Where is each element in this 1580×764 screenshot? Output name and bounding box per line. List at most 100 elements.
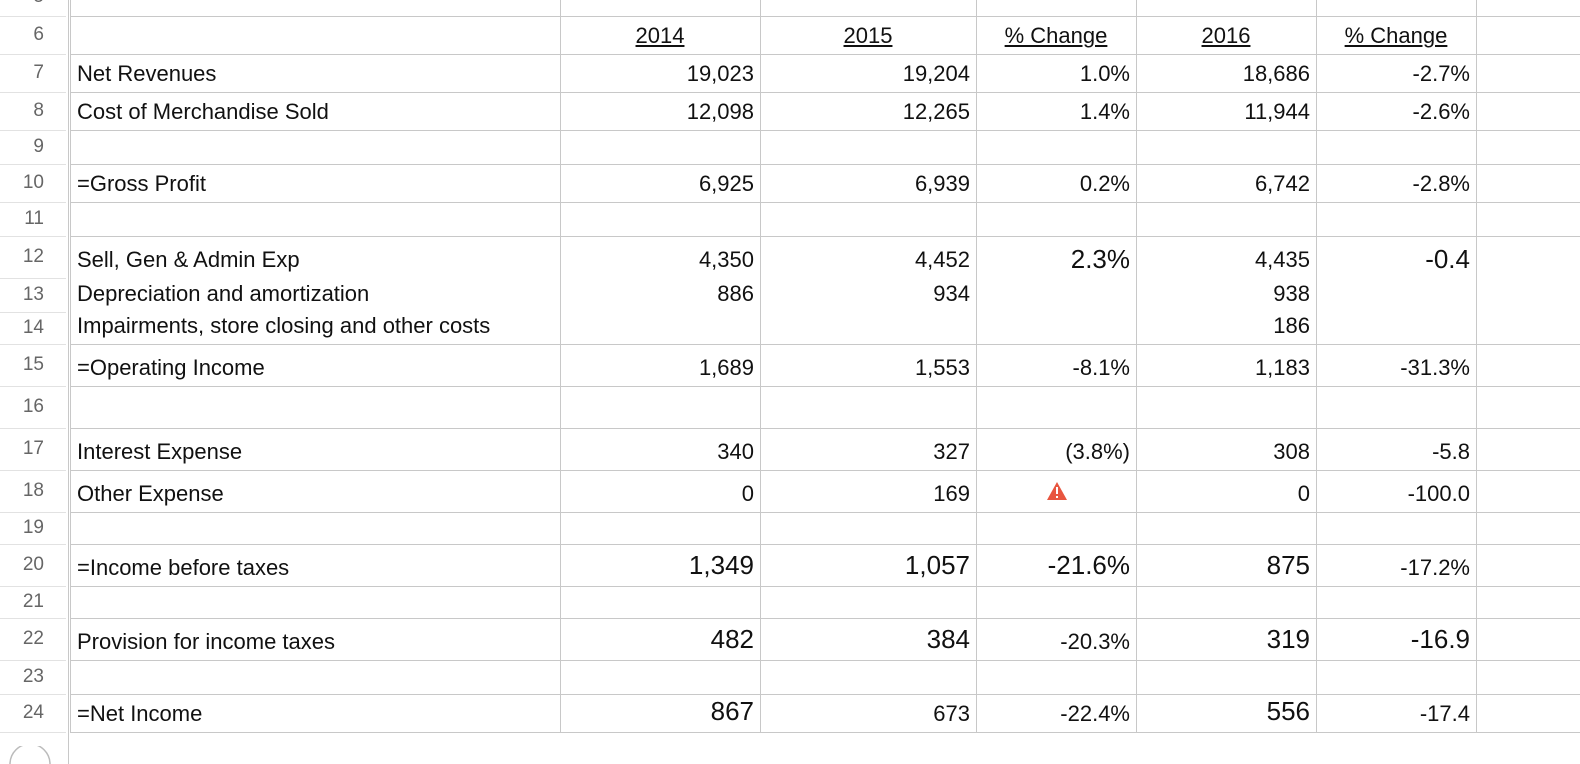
row-number: 10 (22, 172, 44, 193)
value-cell: -8.1% (1072, 355, 1130, 380)
value-cell: 1.4% (1079, 99, 1130, 124)
value-cell: 875 (1266, 550, 1310, 580)
grid-line (1316, 0, 1317, 733)
value-cell: 319 (1266, 624, 1310, 654)
value-cell: 12,098 (686, 99, 754, 124)
grid-line (70, 92, 1580, 93)
row-number: 17 (22, 438, 44, 459)
row-label: =Operating Income (77, 355, 265, 380)
row-header-line (0, 694, 66, 695)
value-cell: -5.8 (1432, 439, 1470, 464)
row-number: 11 (24, 208, 44, 229)
column-header: 2015 (843, 23, 893, 48)
value-cell: 4,350 (698, 247, 754, 272)
value-cell: 938 (1273, 281, 1310, 306)
value-cell: 6,939 (914, 171, 970, 196)
row-header-line (0, 92, 66, 93)
value-cell: -21.6% (1047, 550, 1130, 580)
grid-line (70, 544, 1580, 545)
row-header-line (0, 544, 66, 545)
value-cell: 1,183 (1254, 355, 1310, 380)
row-number: 22 (22, 628, 44, 649)
row-number: 20 (22, 554, 44, 575)
row-number: 23 (22, 666, 44, 687)
grid-line (1476, 0, 1477, 733)
row-number: 13 (22, 284, 44, 305)
row-number: 24 (22, 702, 44, 723)
row-number: 8 (33, 100, 44, 121)
grid-line (70, 470, 1580, 471)
row-header-border (68, 0, 69, 764)
row-header-line (0, 344, 66, 345)
row-label: Sell, Gen & Admin Exp (77, 247, 300, 272)
row-label: =Income before taxes (77, 555, 290, 580)
value-cell: 673 (933, 701, 970, 726)
row-label: Provision for income taxes (77, 629, 335, 654)
row-number: 16 (22, 396, 44, 417)
value-cell: 4,435 (1254, 247, 1310, 272)
value-cell: 6,925 (698, 171, 754, 196)
sheet-tab-corner[interactable] (8, 746, 52, 764)
grid-line (70, 512, 1580, 513)
value-cell: -2.7% (1412, 61, 1470, 86)
grid-line (976, 0, 977, 733)
row-label: Net Revenues (77, 61, 217, 86)
value-cell: 6,742 (1254, 171, 1310, 196)
row-number: 12 (22, 246, 44, 267)
value-cell: 1,689 (698, 355, 754, 380)
row-label: =Net Income (77, 701, 203, 726)
value-cell: 1,553 (914, 355, 970, 380)
grid-line (70, 428, 1580, 429)
value-cell: 169 (933, 481, 970, 506)
row-label: Depreciation and amortization (77, 281, 370, 306)
row-header-line (0, 470, 66, 471)
grid-line (70, 130, 1580, 131)
value-cell: 886 (717, 281, 754, 306)
value-cell: -2.6% (1412, 99, 1470, 124)
row-header-line (0, 164, 66, 165)
value-cell: -31.3% (1400, 355, 1470, 380)
value-cell: 0 (741, 481, 754, 506)
row-label: Interest Expense (77, 439, 243, 464)
row-number: 15 (22, 354, 44, 375)
grid-line (70, 618, 1580, 619)
warning-icon[interactable] (1046, 481, 1068, 501)
value-cell: 384 (926, 624, 970, 654)
column-header: 2014 (635, 23, 685, 48)
row-label: =Gross Profit (77, 171, 206, 196)
column-header: % Change (1004, 23, 1108, 48)
grid-line (70, 0, 71, 733)
row-number: 6 (33, 24, 44, 45)
column-header: 2016 (1201, 23, 1251, 48)
value-cell: -22.4% (1060, 701, 1130, 726)
grid-line (70, 16, 1580, 17)
row-number: 7 (33, 62, 44, 83)
value-cell: 19,204 (902, 61, 970, 86)
value-cell: 1.0% (1079, 61, 1130, 86)
grid-line (70, 732, 1580, 733)
grid-line (70, 386, 1580, 387)
row-header-line (0, 312, 66, 313)
row-header-line (0, 732, 66, 733)
value-cell: 340 (717, 439, 754, 464)
grid-line (1136, 0, 1137, 733)
row-label: Impairments, store closing and other cos… (77, 313, 491, 338)
grid-line (560, 0, 561, 733)
value-cell: 2.3% (1070, 244, 1130, 274)
column-header: % Change (1344, 23, 1448, 48)
row-number: 14 (22, 317, 44, 338)
value-cell: 4,452 (914, 247, 970, 272)
value-cell: 11,944 (1244, 99, 1310, 124)
row-header-line (0, 386, 66, 387)
value-cell: (3.8%) (1065, 439, 1130, 464)
grid-line (70, 694, 1580, 695)
value-cell: -17.2% (1400, 555, 1470, 580)
value-cell: 482 (710, 624, 754, 654)
value-cell: 327 (933, 439, 970, 464)
row-number: 19 (22, 517, 44, 538)
grid-line (70, 236, 1580, 237)
value-cell: 12,265 (902, 99, 970, 124)
value-cell: -100.0 (1407, 481, 1470, 506)
row-header-line (0, 130, 66, 131)
